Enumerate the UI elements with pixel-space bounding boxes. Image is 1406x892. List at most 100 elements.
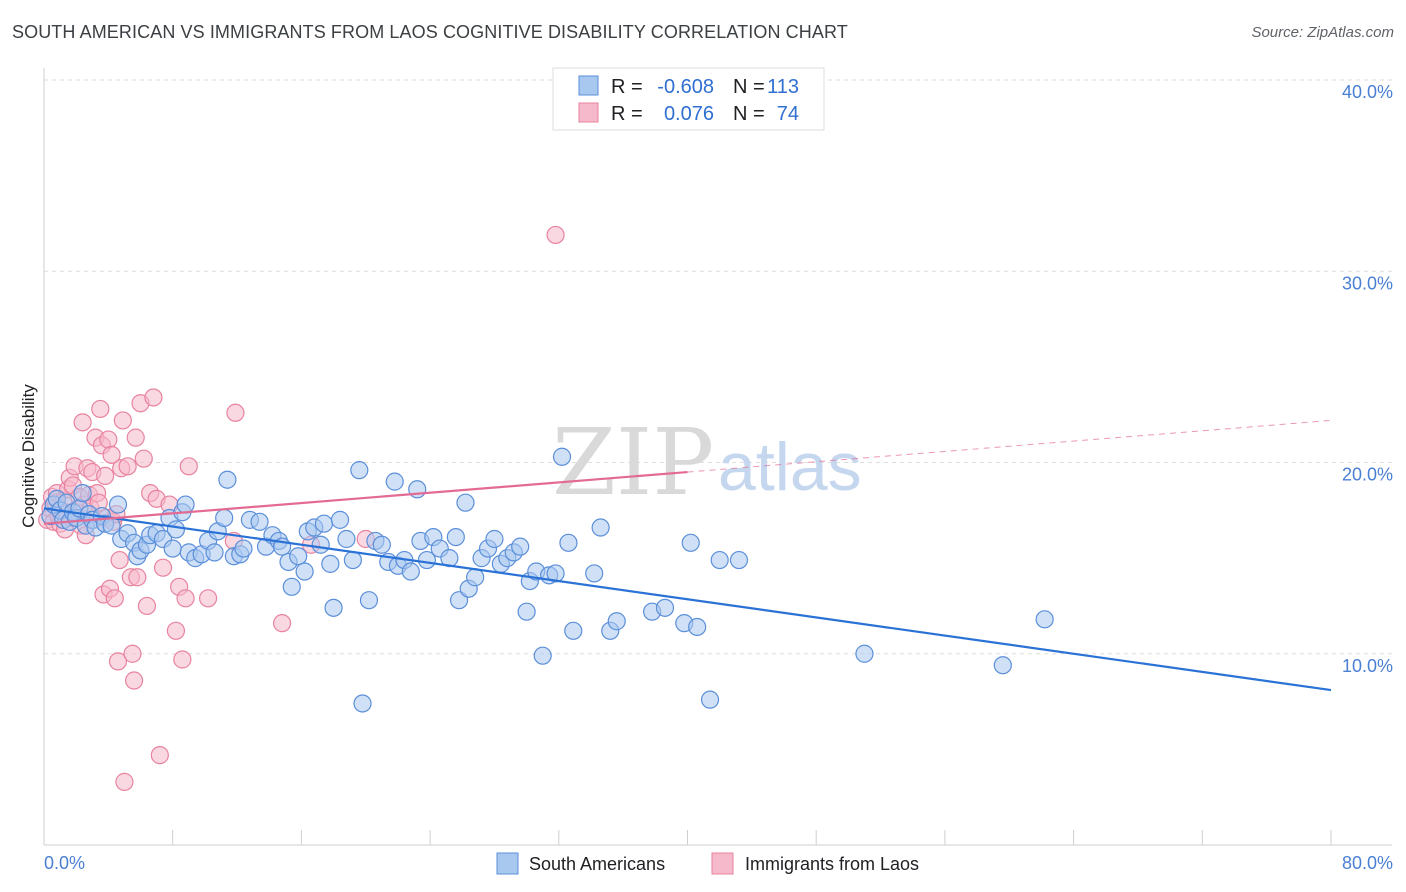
blue-point-65	[359, 591, 379, 610]
x-ticks	[43, 830, 1332, 845]
pink-point-66	[179, 457, 198, 476]
blue-point-105	[655, 598, 675, 617]
blue-point-62	[343, 550, 362, 570]
chart-title: SOUTH AMERICAN VS IMMIGRANTS FROM LAOS C…	[12, 22, 848, 42]
pink-point-65	[176, 589, 195, 608]
blue-point-61	[337, 529, 356, 549]
blue-point-32	[176, 495, 195, 514]
blue-point-63	[350, 461, 369, 480]
blue-point-40	[218, 470, 237, 489]
blue-point-57	[314, 514, 334, 533]
y-tick-label-20: 20.0%	[1342, 465, 1393, 485]
legend-n-label-pink: N =	[733, 103, 765, 125]
blue-point-79	[446, 527, 465, 547]
pink-point-20	[73, 413, 92, 432]
axes	[43, 68, 1392, 846]
pink-point-67	[198, 589, 218, 608]
y-tick-label-30: 30.0%	[1342, 273, 1393, 293]
blue-point-83	[466, 568, 485, 587]
blue-point-112	[855, 644, 874, 663]
blue-point-72	[401, 562, 420, 581]
blue-point-97	[552, 447, 572, 466]
bottom-legend-swatch-blue	[496, 852, 519, 875]
blue-point-94	[533, 646, 552, 665]
pink-point-47	[118, 457, 137, 476]
pink-point-62	[166, 621, 186, 640]
y-axis-label: Cognitive Disability	[19, 384, 38, 528]
bottom-legend-label-blue: South Americans	[529, 854, 665, 874]
pink-point-34	[96, 466, 115, 485]
blue-point-53	[295, 562, 314, 581]
pink-point-49	[123, 644, 142, 663]
blue-point-45	[250, 512, 269, 531]
pink-point-51	[126, 428, 145, 447]
pink-point-70	[272, 614, 292, 633]
pink-point-59	[150, 746, 169, 765]
blue-point-81	[456, 493, 475, 512]
pink-point-60	[153, 558, 173, 577]
blue-point-10	[73, 484, 92, 503]
bottom-legend-swatch-pink	[711, 852, 734, 875]
legend-r-label-blue: R =	[611, 76, 643, 98]
blue-point-39	[215, 508, 234, 528]
blue-point-91	[517, 602, 536, 621]
blue-point-69	[385, 472, 404, 491]
pink-point-31	[91, 399, 110, 419]
blue-point-37	[205, 543, 224, 562]
legend-swatch-blue	[578, 75, 599, 96]
blue-point-113	[993, 656, 1012, 675]
x-tick-label-min: 0.0%	[44, 853, 85, 873]
blue-point-58	[321, 554, 340, 573]
pink-point-45	[113, 411, 132, 430]
blue-point-108	[688, 617, 707, 637]
pink-point-43	[110, 550, 129, 570]
trend-lines	[43, 419, 1332, 692]
pink-point-38	[102, 445, 121, 464]
blue-point-98	[559, 533, 578, 552]
blue-point-111	[729, 550, 749, 570]
legend-r-label-pink: R =	[611, 103, 643, 125]
blue-point-114	[1035, 610, 1054, 629]
blue-point-109	[700, 690, 720, 709]
watermark: ZIP atlas	[552, 409, 862, 516]
pink-point-54	[134, 449, 153, 468]
blue-point-52	[289, 547, 308, 566]
y-tick-labels: 10.0% 20.0% 30.0% 40.0%	[1342, 82, 1393, 676]
pink-point-40	[105, 589, 124, 608]
pink-trend-extension	[687, 419, 1332, 473]
legend-n-value-pink: 74	[777, 103, 799, 125]
blue-trend-line	[43, 507, 1332, 692]
stats-legend: R = -0.608 N = 113 R = 0.076 N = 74	[552, 67, 825, 131]
legend-swatch-pink	[578, 102, 599, 123]
pink-point-57	[144, 388, 163, 407]
pink-point-36	[99, 430, 118, 449]
blue-point-110	[710, 550, 729, 570]
pink-point-52	[128, 568, 147, 587]
pink-point-55	[137, 596, 157, 616]
source-label: Source: ZipAtlas.com	[1251, 24, 1394, 41]
legend-r-value-pink: 0.076	[664, 103, 714, 125]
pink-point-46	[115, 772, 134, 791]
y-tick-label-40: 40.0%	[1342, 82, 1393, 102]
pink-point-69	[226, 403, 245, 422]
pink-point-64	[173, 650, 192, 669]
pink-trend-line	[43, 470, 688, 525]
blue-point-64	[353, 694, 372, 713]
blue-point-18	[108, 495, 128, 514]
blue-point-103	[607, 612, 626, 631]
blue-point-59	[324, 598, 343, 617]
blue-point-99	[564, 621, 583, 640]
blue-point-30	[166, 520, 186, 539]
pink-point-50	[124, 671, 144, 690]
blue-point-101	[591, 518, 610, 537]
pink-point-42	[108, 652, 128, 671]
y-tick-label-10: 10.0%	[1342, 656, 1393, 676]
blue-point-100	[585, 564, 604, 583]
bottom-legend: South Americans Immigrants from Laos	[496, 852, 919, 875]
legend-n-value-blue: 113	[767, 76, 799, 98]
legend-n-label-blue: N =	[733, 76, 765, 98]
blue-point-67	[372, 535, 391, 554]
blue-point-75	[417, 550, 436, 570]
blue-point-51	[282, 577, 301, 596]
